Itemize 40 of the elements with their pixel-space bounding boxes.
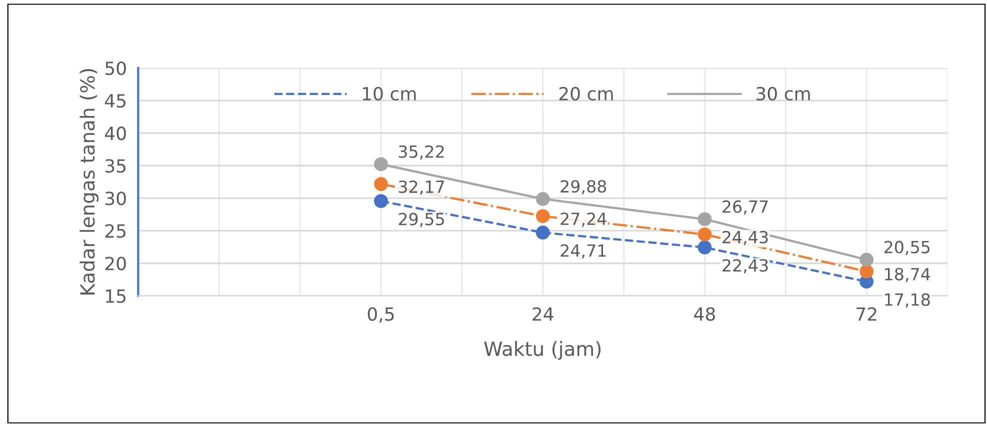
data-label: 26,77 — [722, 200, 768, 215]
data-label: 22,43 — [722, 259, 768, 274]
y-tick-label: 25 — [105, 224, 126, 238]
x-tick-label: 24 — [532, 307, 554, 321]
data-label: 17,18 — [885, 293, 930, 308]
point — [698, 227, 712, 242]
y-tick-label: 15 — [106, 289, 126, 303]
y-tick-label: 45 — [104, 94, 126, 108]
data-label: 24,71 — [560, 244, 606, 259]
y-tick-label: 40 — [104, 126, 126, 140]
data-label: 27,24 — [560, 212, 606, 227]
data-label: 18,74 — [885, 268, 930, 282]
data-label: 29,88 — [560, 180, 606, 194]
point — [698, 212, 712, 226]
point — [698, 240, 712, 254]
point — [374, 177, 388, 191]
data-label: 35,22 — [398, 145, 444, 160]
y-tick-label: 20 — [105, 256, 126, 270]
y-tick-label: 35 — [105, 159, 126, 173]
x-axis-title: Waktu (jam) — [484, 341, 601, 360]
legend-label: 30 cm — [756, 86, 810, 101]
point — [536, 192, 550, 206]
point — [536, 226, 550, 240]
point — [374, 157, 388, 172]
y-axis-title: Kadar lengas tanah (%) — [80, 69, 99, 294]
data-label: 32,17 — [398, 180, 444, 195]
point — [536, 209, 550, 224]
x-tick-label: 0,5 — [368, 307, 394, 323]
y-tick-label: 30 — [105, 192, 126, 206]
data-label: 29,55 — [398, 212, 444, 228]
legend-label: 20 cm — [559, 86, 613, 101]
data-label: 20,55 — [884, 240, 930, 256]
data-label: 24,43 — [722, 230, 768, 246]
x-tick-label: 72 — [856, 307, 876, 321]
point — [374, 194, 388, 208]
x-tick-label: 48 — [694, 307, 715, 321]
point — [860, 252, 874, 267]
y-tick-label: 50 — [105, 61, 126, 76]
point — [860, 264, 874, 278]
legend-label: 10 cm — [362, 86, 416, 101]
